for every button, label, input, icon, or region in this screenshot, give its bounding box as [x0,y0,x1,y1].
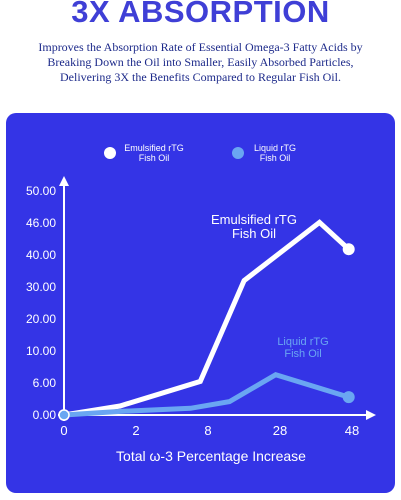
x-axis-arrow [366,410,376,420]
series-label-liquid-line: Liquid rTG [277,336,328,348]
x-tick-label: 0 [60,423,67,438]
series-label-emulsified-line: Fish Oil [232,226,276,241]
y-tick-label: 40.00 [26,248,56,262]
series-layer [58,219,355,421]
series-label-emulsified: Emulsified rTG Fish Oil [211,212,297,241]
legend-marker-liquid [232,147,244,159]
data-point-liquid [342,391,355,404]
series-label-liquid: Liquid rTG Fish Oil [277,336,328,360]
y-tick-label: 46.00 [26,216,56,230]
legend-marker-emulsified [104,147,116,159]
y-tick-label: 0.00 [33,408,57,422]
x-tick-label: 28 [273,423,287,438]
y-tick-label: 10.00 [26,344,56,358]
subtitle-line: Improves the Absorption Rate of Essentia… [38,40,363,54]
subtitle-line: Delivering 3X the Benefits Compared to R… [60,70,341,84]
series-line-liquid [61,371,352,418]
data-point-liquid [58,409,70,421]
chart-panel: Emulsified rTG Fish Oil Liquid rTG Fish Oil… [6,113,395,493]
legend-label-liquid-line: Liquid rTG [254,143,296,153]
series-line-emulsified [61,219,352,418]
x-tick-label: 2 [132,423,139,438]
x-tick-label: 48 [345,423,359,438]
headline: 3X ABSORPTION [71,0,330,29]
y-tick-label: 20.00 [26,312,56,326]
subtitle: Improves the Absorption Rate of Essentia… [12,40,389,85]
axes: 0.00 6.00 10.00 20.00 30.00 40.00 46.00 50.00 0 2… [26,176,376,464]
legend-label-emulsified-line: Fish Oil [139,153,170,163]
legend-label-emulsified-line: Emulsified rTG [124,143,184,153]
legend-label-liquid: Liquid rTG Fish Oil [254,143,296,163]
y-tick-label: 50.00 [26,184,56,198]
legend-label-emulsified: Emulsified rTG Fish Oil [124,143,184,163]
x-axis-title: Total ω-3 Percentage Increase [116,448,306,464]
y-axis-arrow [59,176,69,186]
x-tick-label: 8 [204,423,211,438]
data-point-emulsified [342,243,355,256]
legend-label-liquid-line: Fish Oil [260,153,291,163]
series-label-liquid-line: Fish Oil [284,348,321,360]
y-tick-label: 6.00 [33,376,57,390]
subtitle-line: Breaking Down the Oil into Smaller, Easi… [47,55,354,69]
y-tick-label: 30.00 [26,280,56,294]
series-label-emulsified-line: Emulsified rTG [211,212,297,227]
